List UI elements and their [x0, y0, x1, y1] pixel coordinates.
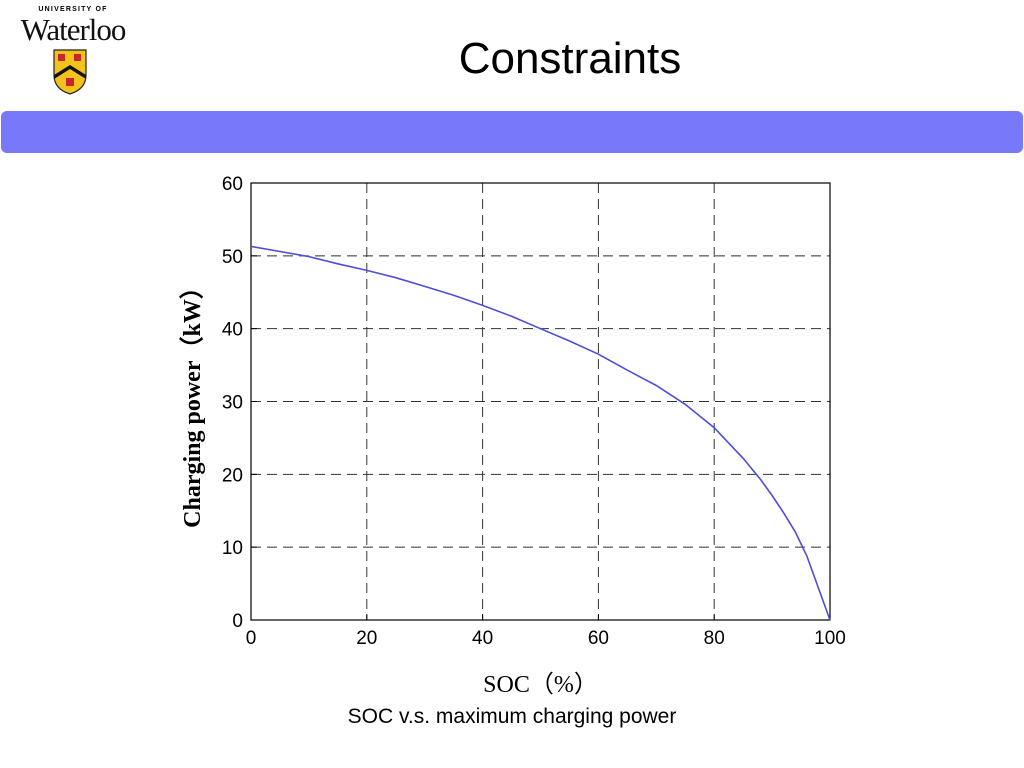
x-tick-label: 0 [246, 628, 257, 649]
y-tick-label: 40 [222, 320, 243, 341]
y-tick-label: 60 [222, 174, 243, 195]
y-tick-label: 20 [222, 465, 243, 486]
university-crest-icon [53, 49, 87, 95]
title-bar [1, 111, 1023, 153]
y-tick-label: 30 [222, 393, 243, 414]
series-line [250, 245, 831, 621]
x-tick-label: 60 [588, 628, 609, 649]
y-axis-label: Charging power（kW） [179, 275, 206, 528]
x-tick-label: 40 [472, 628, 493, 649]
figure-caption: SOC v.s. maximum charging power [347, 705, 677, 728]
crest-lion-bottom [66, 78, 74, 86]
crest-lion-left [58, 54, 65, 61]
x-tick-label: 80 [704, 628, 725, 649]
logo-top-text: UNIVERSITY OF [38, 6, 108, 13]
x-tick-label: 20 [356, 628, 377, 649]
crest-chevron [54, 65, 86, 79]
soc-charging-power-chart: 0 20 40 60 80 100 0 10 20 30 40 50 60 SOC（%） Charging … [179, 174, 846, 695]
x-axis-label: SOC（%） [483, 672, 598, 695]
y-tick-label: 50 [222, 247, 243, 268]
slide-title: Constraints [458, 34, 682, 83]
crest-lion-right [74, 54, 81, 61]
x-tick-label: 100 [814, 628, 846, 649]
university-logo: UNIVERSITY OF Waterloo [8, 4, 138, 100]
logo-wordmark: Waterloo [20, 12, 127, 47]
y-tick-label: 0 [232, 611, 243, 632]
y-tick-label: 10 [222, 538, 243, 559]
